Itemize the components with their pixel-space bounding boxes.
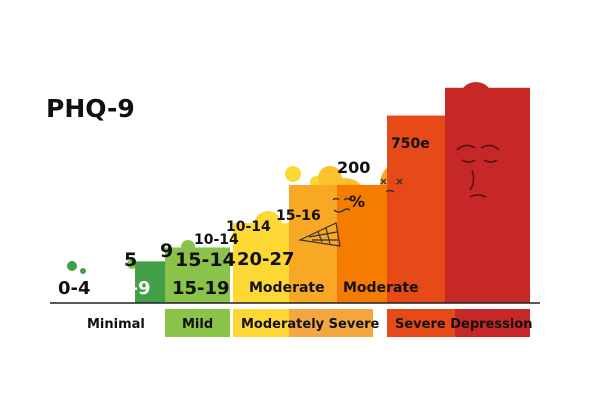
band-mild <box>165 309 230 337</box>
band-minimal <box>52 309 162 337</box>
bubble <box>285 166 301 182</box>
category-label: 20-27 <box>237 249 295 270</box>
range-label: 9 <box>160 240 173 262</box>
band-severe <box>387 309 455 337</box>
bubble <box>67 261 77 271</box>
category-label: 5-9 <box>118 278 151 299</box>
range-label: 200 <box>337 158 370 177</box>
category-label: 15-19 <box>172 278 230 299</box>
band-label-moderately-severe: Moderately Severe <box>241 317 380 332</box>
band-depression <box>455 309 530 337</box>
bar-1 <box>135 261 165 303</box>
band-label-severe-depression: Severe Depression <box>395 317 532 332</box>
range-label: 5 <box>124 249 137 271</box>
bar-3 <box>233 223 289 303</box>
range-label: 10-14 <box>194 232 239 248</box>
range-label: 750e <box>391 136 430 152</box>
category-label: 0-4 <box>58 278 91 299</box>
category-label: Moderate <box>249 280 325 296</box>
sad-face-icon <box>456 144 500 198</box>
bar-2 <box>165 247 230 303</box>
range-label: 15-16 <box>276 208 321 224</box>
dizzy-face-icon <box>380 178 403 193</box>
band-orange <box>289 309 373 337</box>
severity-band-strip <box>52 309 530 337</box>
bar-7 <box>445 87 530 304</box>
bubble <box>80 268 86 274</box>
range-label: 10-14 <box>226 219 271 235</box>
band-label-minimal: Minimal <box>87 317 145 332</box>
chart-title: PHQ-9 <box>46 94 135 123</box>
band-label-mild: Mild <box>182 317 213 332</box>
stray-label: % <box>349 192 365 211</box>
horn-icon <box>297 222 341 247</box>
range-label: 15-14 <box>175 249 236 271</box>
category-label: Moderate <box>343 280 419 296</box>
worried-face-icon <box>332 197 351 213</box>
bar-5 <box>337 184 387 303</box>
bar-6 <box>387 115 445 304</box>
bubble <box>127 259 137 269</box>
